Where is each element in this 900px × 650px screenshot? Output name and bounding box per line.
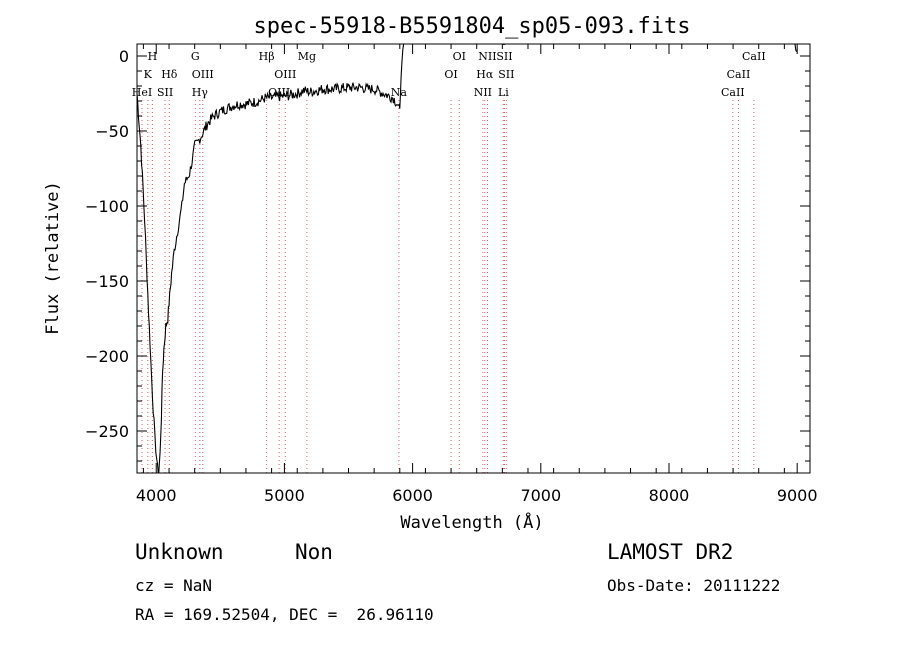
ra-dec-coordinates: RA = 169.52504, DEC = 26.96110 (135, 605, 434, 624)
spectral-line-label: SII (498, 68, 514, 81)
spectral-line-label: Hγ (192, 86, 209, 99)
spectral-line-label: OI (444, 68, 457, 81)
observation-date: Obs-Date: 20111222 (607, 576, 781, 595)
spectral-line-label: H (148, 50, 158, 63)
spectral-line-label: G (191, 50, 200, 63)
spectral-line-label: HeI (132, 86, 152, 99)
y-tick-label: −50 (95, 122, 129, 141)
spectral-line-label: OIII (274, 68, 296, 81)
axis-tick-labels: 4000 5000 6000 7000 8000 9000 0 −50 −100 −150 −200… (85, 47, 817, 505)
spectral-line-label: Li (498, 86, 509, 99)
y-tick-label: −100 (85, 197, 129, 216)
x-tick-label: 7000 (520, 486, 561, 505)
spectral-line-label: SII (496, 50, 512, 63)
spectral-line-label: NII (478, 50, 496, 63)
spectral-line-label: CaII (721, 86, 745, 99)
redshift-cz: cz = NaN (135, 576, 213, 595)
y-tick-label: −200 (85, 347, 129, 366)
x-tick-label: 6000 (392, 486, 433, 505)
y-tick-label: 0 (119, 47, 129, 66)
spectrum-series-line (136, 43, 798, 474)
x-tick-label: 5000 (264, 486, 305, 505)
spectral-line-label: SII (157, 86, 173, 99)
spectral-class: Unknown (135, 540, 224, 564)
x-tick-label: 8000 (649, 486, 690, 505)
spectral-line-label: Na (391, 86, 408, 99)
spectral-line-label: Hα (476, 68, 494, 81)
spectral-line-label: Mg (298, 50, 316, 63)
x-tick-label: 9000 (777, 486, 818, 505)
spectral-line-label: Hδ (161, 68, 178, 81)
y-tick-label: −250 (85, 422, 129, 441)
spectral-line-label: Hβ (259, 50, 275, 63)
y-tick-label: −150 (85, 272, 129, 291)
y-axis-label: Flux (relative) (43, 181, 63, 335)
spectral-line-label: OIII (192, 68, 214, 81)
spectral-line-label: NII (474, 86, 492, 99)
x-axis-label: Wavelength (Å) (400, 511, 543, 533)
spectral-line-label: CaII (727, 68, 751, 81)
axis-ticks (137, 44, 811, 473)
spectral-line-markers (141, 100, 755, 473)
spectral-line-label: CaII (742, 50, 766, 63)
spectral-line-label: OI (453, 50, 466, 63)
x-tick-label: 4000 (136, 486, 177, 505)
spectral-subclass: Non (295, 540, 333, 564)
spectral-line-label: K (144, 68, 153, 81)
plot-frame (136, 43, 811, 474)
survey-name: LAMOST DR2 (607, 540, 734, 564)
chart-title: spec-55918-B5591804_sp05-093.fits (253, 14, 690, 39)
